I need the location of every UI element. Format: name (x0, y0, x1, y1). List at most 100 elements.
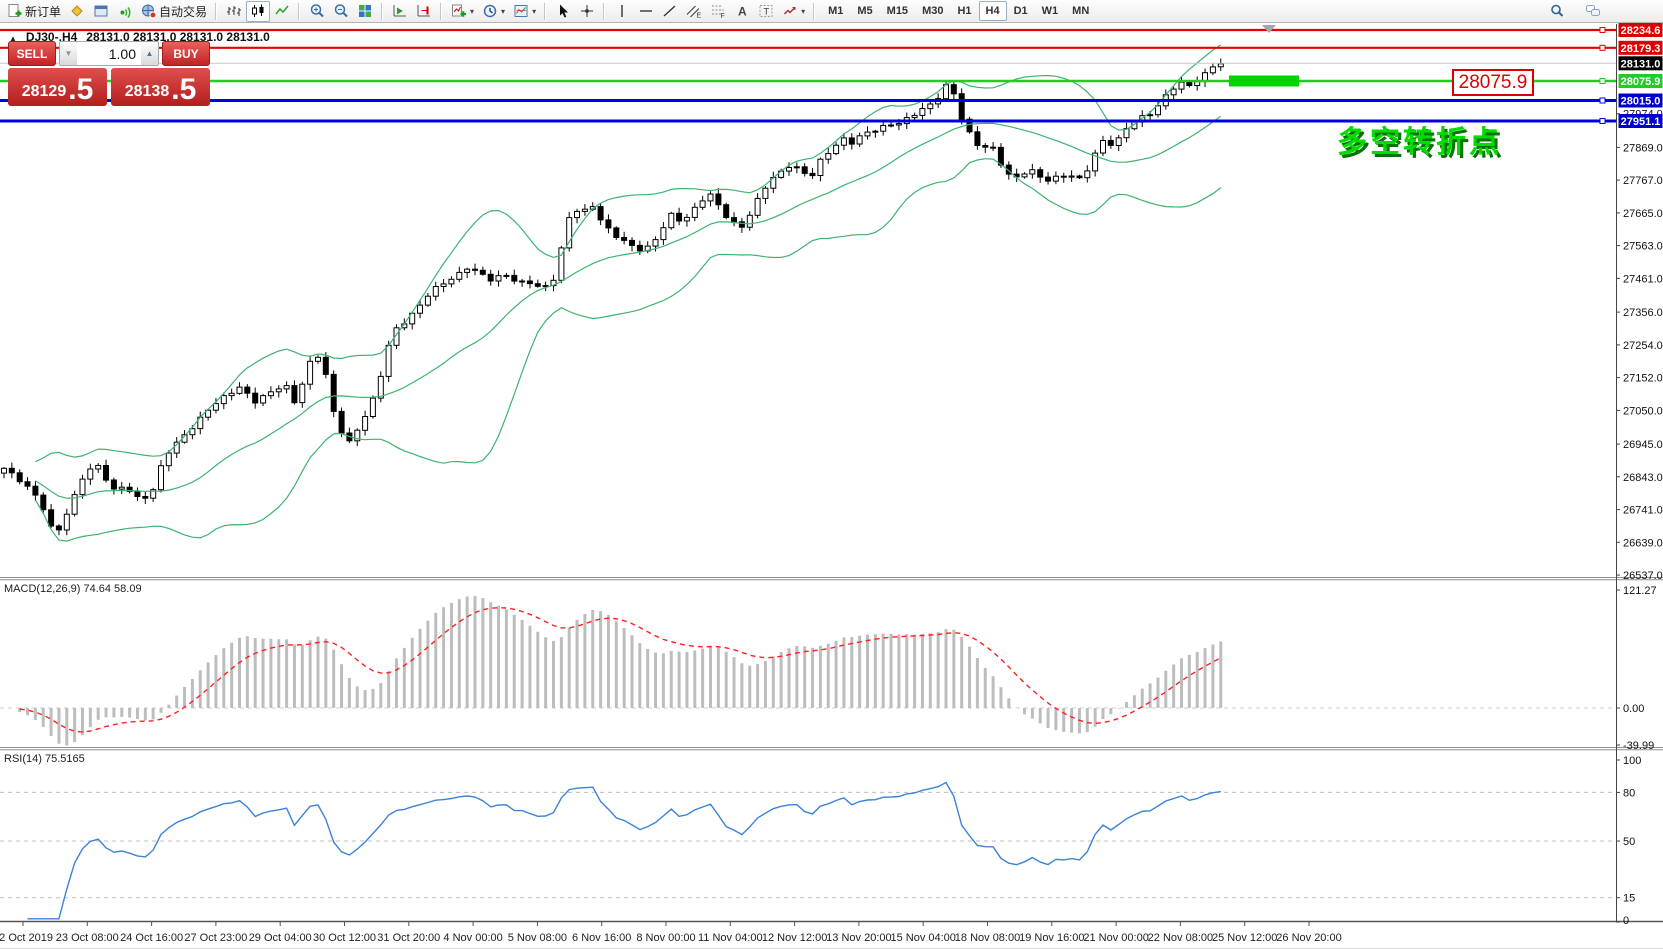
profiles-button[interactable] (65, 1, 89, 22)
svg-text:22 Oct 2019: 22 Oct 2019 (0, 932, 53, 944)
svg-text:28075.9: 28075.9 (1621, 76, 1661, 88)
crosshair-icon (579, 3, 595, 19)
svg-text:28015.0: 28015.0 (1621, 96, 1661, 108)
cursor-icon (555, 3, 571, 19)
fibonacci-button[interactable]: F (706, 1, 730, 22)
volume-increase-button[interactable] (141, 42, 158, 65)
timeframe-m5[interactable]: M5 (850, 1, 879, 21)
timeframe-w1[interactable]: W1 (1035, 1, 1066, 21)
zoom-out-button[interactable] (329, 1, 353, 22)
market-watch-button[interactable] (89, 1, 113, 22)
equidistant-channel-button[interactable]: E (682, 1, 706, 22)
new-order-button[interactable]: 新订单 (3, 1, 65, 22)
svg-text:27152.0: 27152.0 (1623, 373, 1663, 385)
chart-shift-button[interactable] (412, 1, 436, 22)
buy-button[interactable]: BUY (162, 41, 210, 66)
svg-text:100: 100 (1623, 755, 1641, 767)
candles-layer (1, 58, 1224, 536)
bar-chart-button[interactable] (222, 1, 246, 22)
line-icon (274, 3, 290, 19)
svg-text:80: 80 (1623, 787, 1635, 799)
timeframe-mn[interactable]: MN (1065, 1, 1096, 21)
candlestick-chart-button[interactable] (246, 0, 271, 22)
signals-button[interactable] (113, 1, 137, 22)
timeframe-m30[interactable]: M30 (915, 1, 950, 21)
zoom-out-icon (333, 3, 349, 19)
timeframe-h1[interactable]: H1 (950, 1, 978, 21)
svg-text:29 Oct 04:00: 29 Oct 04:00 (249, 932, 312, 944)
auto-scroll-button[interactable] (388, 1, 412, 22)
svg-text:26741.0: 26741.0 (1623, 505, 1663, 517)
turning-point-annotation: 多空转折点 (1337, 126, 1502, 159)
svg-text:27050.0: 27050.0 (1623, 405, 1663, 417)
price-chips: 28234.6 28179.3 28131.0 28075.9 28015.0 27951… (1618, 23, 1663, 128)
price-chip (1618, 93, 1663, 108)
svg-text:27767.0: 27767.0 (1623, 175, 1663, 187)
vline-icon (614, 3, 630, 19)
svg-text:26537.0: 26537.0 (1623, 570, 1663, 582)
highlight-zone[interactable] (1229, 75, 1299, 87)
sell-button[interactable]: SELL (8, 41, 56, 66)
volume-input[interactable] (77, 42, 141, 65)
zoom-in-button[interactable] (305, 1, 329, 22)
trend-line-button[interactable] (658, 1, 682, 22)
hline-icon (638, 3, 654, 19)
text-button[interactable]: A (730, 1, 754, 22)
timeframe-h4[interactable]: H4 (978, 1, 1007, 21)
svg-text:27951.1: 27951.1 (1621, 116, 1661, 128)
candles-icon (250, 3, 266, 19)
buy-price[interactable]: 28138 .5 (111, 68, 210, 106)
chat-button[interactable] (1581, 1, 1605, 22)
svg-text:15: 15 (1623, 893, 1635, 905)
price-chip (1618, 56, 1663, 71)
chart-ohlc-values: 28131.0 28131.0 28131.0 28131.0 (86, 30, 270, 44)
bars-icon (226, 3, 242, 19)
label-t-icon: T (758, 3, 774, 19)
svg-text:121.27: 121.27 (1623, 585, 1657, 597)
chevron-down-icon[interactable]: ▾ (801, 6, 806, 16)
price-chip (1618, 40, 1663, 55)
volume-decrease-button[interactable] (60, 42, 77, 65)
fibo-icon: F (710, 3, 726, 19)
one-click-top-row: SELL BUY (8, 41, 210, 66)
signal-icon (117, 3, 133, 19)
chevron-down-icon[interactable]: ▾ (532, 6, 537, 16)
chevron-down-icon[interactable]: ▾ (470, 6, 475, 16)
rsi-pane (0, 781, 1616, 920)
tile-windows-button[interactable] (353, 1, 377, 22)
one-click-trading-panel: SELL BUY 28129 .5 28138 .5 (8, 41, 210, 106)
cursor-button[interactable] (551, 1, 575, 22)
periods-button[interactable]: ▾ (478, 1, 509, 22)
arrows-button[interactable]: ▾ (778, 1, 809, 22)
svg-text:28234.6: 28234.6 (1621, 25, 1661, 37)
label-button[interactable]: T (754, 1, 778, 22)
toolbar-separator (215, 2, 218, 20)
chart-shift-marker-icon (1262, 25, 1276, 33)
svg-text:28131.0: 28131.0 (1621, 58, 1661, 70)
timeframe-d1[interactable]: D1 (1007, 1, 1035, 21)
chevron-down-icon[interactable]: ▾ (501, 6, 506, 16)
buy-price-main: 28138 (124, 83, 170, 100)
svg-text:E: E (697, 13, 702, 20)
templates-button[interactable]: ▾ (509, 1, 540, 22)
template-icon (513, 3, 529, 19)
svg-text:0: 0 (1623, 915, 1629, 927)
vertical-line-button[interactable] (610, 1, 634, 22)
tiles-icon (357, 3, 373, 19)
indicators-button[interactable]: ▾ (447, 1, 478, 22)
timeframe-m1[interactable]: M1 (821, 1, 850, 21)
autotrading-button[interactable]: 自动交易 (137, 1, 211, 22)
sell-price[interactable]: 28129 .5 (8, 68, 107, 106)
tline-icon (662, 3, 678, 19)
line-chart-button[interactable] (270, 1, 294, 22)
clock-icon (482, 3, 498, 19)
timeframe-m15[interactable]: M15 (880, 1, 915, 21)
svg-text:18 Nov 08:00: 18 Nov 08:00 (955, 932, 1020, 944)
svg-text:26639.0: 26639.0 (1623, 537, 1663, 549)
search-button[interactable] (1545, 1, 1569, 22)
crosshair-button[interactable] (575, 1, 599, 22)
horizontal-line-button[interactable] (634, 1, 658, 22)
